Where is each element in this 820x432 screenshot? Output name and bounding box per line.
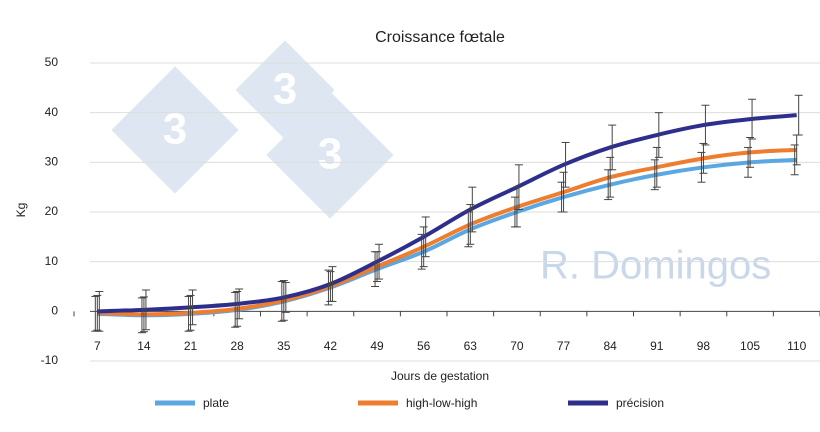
x-tick-label: 7 bbox=[94, 339, 101, 353]
x-tick-label: 110 bbox=[787, 339, 806, 353]
x-tick-label: 28 bbox=[231, 339, 245, 353]
x-axis-label: Jours de gestation bbox=[391, 369, 489, 383]
x-tick-label: 70 bbox=[510, 339, 524, 353]
error-bar bbox=[417, 233, 426, 270]
x-tick-label: 84 bbox=[604, 339, 618, 353]
error-bar bbox=[748, 98, 757, 140]
error-bar bbox=[139, 296, 148, 333]
logo-text: 3 bbox=[163, 105, 187, 154]
y-tick-label: 0 bbox=[51, 304, 58, 318]
error-bar bbox=[281, 282, 290, 313]
x-tick-label: 63 bbox=[464, 339, 478, 353]
error-bar bbox=[231, 291, 240, 328]
error-bar bbox=[468, 186, 477, 233]
y-tick-label: 40 bbox=[45, 105, 59, 119]
error-bar bbox=[514, 164, 523, 211]
error-bar bbox=[561, 141, 570, 188]
legend-label: high-low-high bbox=[406, 396, 477, 410]
error-bar bbox=[277, 281, 286, 322]
error-bar bbox=[421, 216, 430, 258]
series-line bbox=[97, 113, 797, 314]
error-bar bbox=[512, 186, 521, 228]
error-bar bbox=[279, 280, 288, 321]
legend-label: plate bbox=[203, 396, 229, 410]
x-tick-label: 105 bbox=[740, 339, 760, 353]
error-bar bbox=[235, 288, 244, 320]
y-tick-label: 10 bbox=[45, 254, 59, 268]
error-bar bbox=[746, 137, 755, 168]
legend-label: précision bbox=[616, 396, 664, 410]
error-bar bbox=[650, 159, 659, 191]
error-bar bbox=[375, 243, 384, 280]
error-bar bbox=[233, 290, 242, 327]
y-axis-label: Kg bbox=[14, 203, 28, 218]
x-tick-label: 21 bbox=[184, 339, 198, 353]
x-tick-label: 91 bbox=[650, 339, 664, 353]
error-bar bbox=[559, 171, 568, 213]
series-line bbox=[97, 147, 797, 317]
y-tick-label: 20 bbox=[45, 204, 59, 218]
error-bar bbox=[652, 146, 661, 188]
y-tick-label: -10 bbox=[41, 353, 59, 367]
error-bar bbox=[184, 295, 193, 332]
x-tick-label: 14 bbox=[137, 339, 151, 353]
error-bar bbox=[464, 211, 473, 248]
y-tick-label: 50 bbox=[45, 55, 59, 69]
error-bar bbox=[324, 269, 333, 306]
error-bar bbox=[188, 289, 197, 326]
chart-title: Croissance fœtale bbox=[375, 29, 505, 46]
x-tick-label: 35 bbox=[277, 339, 291, 353]
y-tick-label: 30 bbox=[45, 155, 59, 169]
error-bar bbox=[654, 112, 663, 158]
error-bar bbox=[95, 290, 104, 332]
x-tick-label: 49 bbox=[370, 339, 384, 353]
x-tick-label: 98 bbox=[697, 339, 711, 353]
error-bar bbox=[744, 146, 753, 178]
x-tick-label: 42 bbox=[324, 339, 338, 353]
error-bar bbox=[137, 297, 146, 334]
logo-text: 3 bbox=[318, 130, 342, 179]
error-bar bbox=[419, 226, 428, 268]
watermark: R. Domingos bbox=[540, 244, 771, 288]
error-bar bbox=[790, 144, 799, 176]
error-bar bbox=[699, 142, 708, 174]
error-bar bbox=[608, 124, 617, 171]
error-bar bbox=[141, 289, 150, 331]
error-bar bbox=[373, 251, 382, 283]
logo-text: 3 bbox=[273, 65, 297, 114]
logo-diamond bbox=[266, 91, 394, 219]
x-tick-label: 56 bbox=[417, 339, 431, 353]
error-bar bbox=[328, 266, 337, 302]
error-bar bbox=[701, 104, 710, 146]
error-bar bbox=[606, 156, 615, 198]
error-bar bbox=[93, 294, 102, 331]
x-tick-label: 77 bbox=[557, 339, 571, 353]
error-bar bbox=[794, 94, 803, 136]
error-bar bbox=[466, 204, 475, 245]
logo: 3 3 3 bbox=[111, 40, 394, 219]
error-bar bbox=[697, 151, 706, 183]
